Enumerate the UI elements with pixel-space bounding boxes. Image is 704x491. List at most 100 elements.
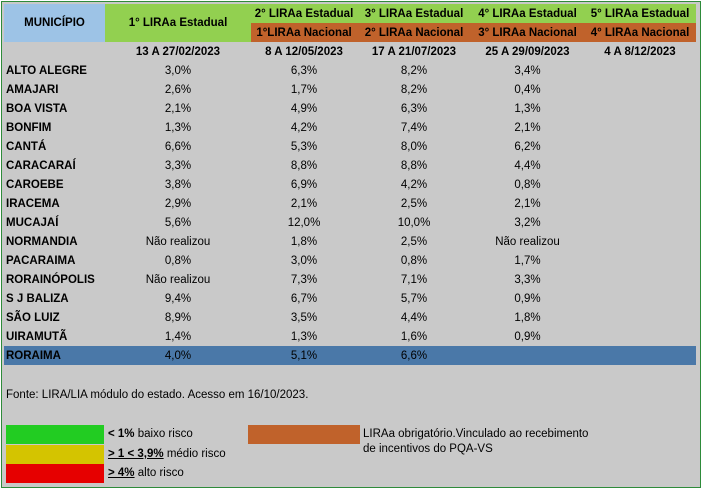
cycle-1-value: 3,0% [164,64,192,77]
source-note: Fonte: LIRA/LIA módulo do estado. Acesso… [6,389,309,401]
cycle-5-value [584,194,696,213]
cycle-5-value [584,118,696,137]
header-date-2: 8 A 12/05/2023 [265,45,343,58]
cycle-4-value: 6,2% [514,140,541,153]
legend-high-swatch [6,464,104,483]
cycle-4-value: 1,8% [514,311,541,324]
header-cycle-4-nacional: 3° LIRAa Nacional [471,23,584,42]
cycle-1-value: 5,6% [164,216,192,229]
cycle-2-value: 5,1% [251,346,357,365]
cycle-1-value: 2,9% [164,197,192,210]
legend-obrigatorio-text: LIRAa obrigatório.Vinculado ao recebimen… [363,428,589,455]
cycle-4-value [471,346,584,365]
cycle-1-value: 2,6% [164,83,192,96]
municipio-name: ALTO ALEGRE [6,64,87,77]
header-date-4: 25 A 29/09/2023 [485,45,570,58]
cycle-3-value: 4,2% [400,178,428,191]
table-row: PACARAIMA 0,8% 3,0% 0,8% 1,7% [4,251,696,270]
cycle-4-value: 0,8% [514,178,541,191]
cycle-5-value [584,327,696,346]
cycle-5-value [584,80,696,99]
cycle-1-value: 0,8% [164,254,192,267]
cycle-5-value [584,270,696,289]
cycle-2-value: 1,8% [290,235,318,248]
cycle-4-value: 3,4% [514,64,541,77]
municipio-name: CARACARAÍ [6,159,76,172]
municipio-name: CANTÁ [6,140,47,153]
cycle-1-value: 3,3% [164,159,192,172]
cycle-3-value: 8,8% [400,159,428,172]
cycle-4-value: 2,1% [514,121,541,134]
cycle-3-value: 7,4% [400,121,428,134]
table-row: MUCAJAÍ 5,6% 12,0% 10,0% 3,2% [4,213,696,232]
legend-mid-text: médio risco [163,448,226,460]
total-row: RORAIMA 4,0% 5,1% 6,6% [4,346,696,365]
municipio-name: RORAINÓPOLIS [6,273,95,286]
cycle-3-value: 7,1% [400,273,428,286]
cycle-3-value: 6,3% [400,102,428,115]
cycle-2-value: 7,3% [290,273,318,286]
cycle-4-value: 3,3% [514,273,541,286]
legend-obrigatorio-swatch [248,425,360,444]
header-cycle-1-estadual: 1° LIRAa Estadual [105,4,251,42]
cycle-1-value: 2,1% [164,102,192,115]
cycle-2-value: 4,2% [290,121,318,134]
cycle-1-value: 9,4% [164,292,192,305]
municipio-name: CAROEBE [6,178,64,191]
cycle-4-value: 2,1% [514,197,541,210]
table-row: RORAINÓPOLIS Não realizou 7,3% 7,1% 3,3% [4,270,696,289]
header-cycle-5-nacional: 4° LIRAa Nacional [584,23,696,42]
cycle-4-value: Não realizou [495,235,560,248]
header-cycle-3-estadual: 3° LIRAa Estadual [357,4,471,23]
table-row: UIRAMUTÃ 1,4% 1,3% 1,6% 0,9% [4,327,696,346]
cycle-1-value: 8,9% [164,311,192,324]
municipio-name: AMAJARI [6,83,59,96]
header-cycle-4-estadual: 4° LIRAa Estadual [471,4,584,23]
header-municipio: MUNICÍPIO [4,4,105,42]
table-row: BOA VISTA 2,1% 4,9% 6,3% 1,3% [4,99,696,118]
municipio-name: MUCAJAÍ [6,216,59,229]
cycle-2-value: 1,7% [290,83,318,96]
table-row: CAROEBE 3,8% 6,9% 4,2% 0,8% [4,175,696,194]
table-row: NORMANDIA Não realizou 1,8% 2,5% Não realizo… [4,232,696,251]
cycle-3-value: 10,0% [397,216,431,229]
legend-mid-prefix: > 1 < 3,9% [108,448,164,460]
legend-high-text: alto risco [134,467,184,479]
cycle-2-value: 12,0% [287,216,321,229]
cycle-3-value: 5,7% [400,292,428,305]
cycle-4-value: 0,9% [514,330,541,343]
cycle-3-value: 8,2% [400,64,428,77]
cycle-2-value: 3,0% [290,254,318,267]
cycle-2-value: 5,3% [290,140,318,153]
table-row: CARACARAÍ 3,3% 8,8% 8,8% 4,4% [4,156,696,175]
legend-high-prefix: > 4% [108,467,135,479]
header-date-3: 17 A 21/07/2023 [371,45,457,58]
cycle-3-value: 1,6% [400,330,428,343]
legend-mid-label: > 1 < 3,9% médio risco [108,448,226,460]
legend-low-label: < 1% baixo risco [108,428,193,440]
municipio-name: NORMANDIA [6,235,78,248]
cycle-5-value [584,251,696,270]
cycle-5-value [584,137,696,156]
cycle-4-value: 3,2% [514,216,541,229]
municipio-name: UIRAMUTÃ [6,330,68,343]
cycle-1-value: 1,4% [164,330,192,343]
cycle-4-value: 4,4% [514,159,541,172]
cycle-2-value: 6,3% [290,64,318,77]
municipio-name: S J BALIZA [6,292,69,305]
cycle-1-value: 4,0% [105,346,251,365]
cycle-2-value: 1,3% [290,330,318,343]
cycle-5-value [584,99,696,118]
cycle-1-value: 6,6% [164,140,192,153]
table-row: IRACEMA 2,9% 2,1% 2,5% 2,1% [4,194,696,213]
municipio-name: PACARAIMA [6,254,76,267]
legend-low-swatch [6,425,104,444]
cycle-3-value: 8,2% [400,83,428,96]
header-cycle-2-estadual: 2° LIRAa Estadual [251,4,357,23]
cycle-5-value [584,308,696,327]
header-cycle-3-nacional: 2° LIRAa Nacional [357,23,471,42]
header-date-spacer [4,42,105,61]
cycle-1-value: Não realizou [145,273,211,286]
cycle-5-value [584,346,696,365]
